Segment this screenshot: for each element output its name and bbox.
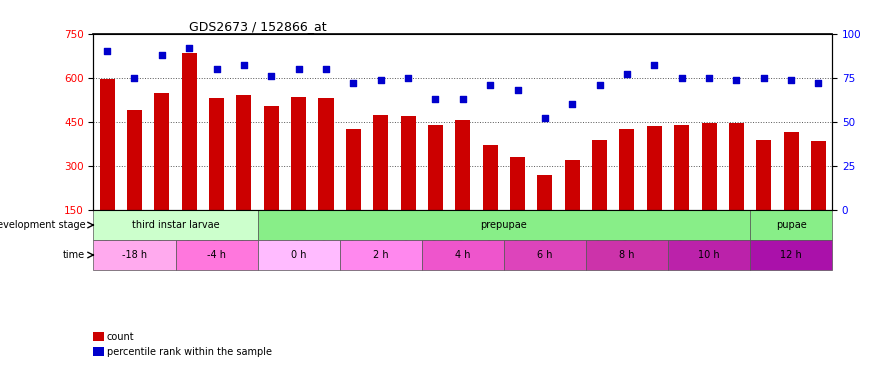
Bar — [619, 129, 635, 210]
Bar — [291, 97, 306, 210]
Bar — [668, 240, 750, 270]
Point — [538, 116, 552, 122]
Text: percentile rank within the sample: percentile rank within the sample — [107, 347, 271, 357]
Point — [401, 75, 416, 81]
Text: 0 h: 0 h — [291, 250, 306, 260]
Bar — [510, 157, 525, 210]
Bar — [674, 125, 689, 210]
Point — [155, 52, 169, 58]
Bar — [456, 120, 470, 210]
Point — [182, 45, 197, 51]
Point — [374, 76, 388, 82]
Point — [647, 63, 661, 69]
Bar — [175, 240, 257, 270]
Bar — [750, 240, 832, 270]
Point — [702, 75, 716, 81]
Point — [510, 87, 524, 93]
Point — [428, 96, 442, 102]
Point — [483, 82, 498, 88]
Bar — [504, 240, 586, 270]
Point — [319, 66, 333, 72]
Bar — [154, 93, 169, 210]
Bar — [100, 79, 115, 210]
Point — [619, 71, 634, 77]
Text: -4 h: -4 h — [207, 250, 226, 260]
Point — [346, 80, 360, 86]
Text: GDS2673 / 152866_at: GDS2673 / 152866_at — [190, 20, 328, 33]
Bar — [340, 240, 422, 270]
Bar — [647, 126, 662, 210]
Text: prepupae: prepupae — [481, 220, 527, 230]
Point — [756, 75, 771, 81]
Point — [565, 101, 579, 107]
Point — [729, 76, 743, 82]
Bar — [428, 125, 443, 210]
Text: 12 h: 12 h — [781, 250, 802, 260]
Point — [784, 76, 798, 82]
Bar — [565, 160, 579, 210]
Text: 6 h: 6 h — [538, 250, 553, 260]
Bar — [182, 53, 197, 210]
Bar — [209, 98, 224, 210]
Bar — [346, 129, 360, 210]
Point — [209, 66, 223, 72]
Point — [292, 66, 306, 72]
Point — [593, 82, 607, 88]
Bar — [729, 123, 744, 210]
Bar — [592, 140, 607, 210]
Bar — [482, 146, 498, 210]
Text: -18 h: -18 h — [122, 250, 147, 260]
Bar — [422, 240, 504, 270]
Bar — [538, 175, 553, 210]
Point — [127, 75, 142, 81]
Bar — [263, 106, 279, 210]
Text: time: time — [63, 250, 85, 260]
Bar — [93, 210, 257, 240]
Bar — [237, 96, 252, 210]
Bar — [750, 210, 832, 240]
Bar — [319, 98, 334, 210]
Bar — [257, 210, 750, 240]
Bar — [701, 123, 716, 210]
Bar — [586, 240, 668, 270]
Text: count: count — [107, 332, 134, 342]
Point — [100, 48, 114, 54]
Point — [812, 80, 826, 86]
Bar — [400, 116, 416, 210]
Text: pupae: pupae — [776, 220, 806, 230]
Bar — [93, 240, 175, 270]
Text: third instar larvae: third instar larvae — [132, 220, 219, 230]
Text: 2 h: 2 h — [373, 250, 389, 260]
Bar — [756, 140, 772, 210]
Text: 4 h: 4 h — [455, 250, 471, 260]
Bar — [783, 132, 798, 210]
Text: development stage: development stage — [0, 220, 85, 230]
Bar — [127, 110, 142, 210]
Bar — [373, 114, 388, 210]
Point — [264, 73, 279, 79]
Point — [456, 96, 470, 102]
Bar — [257, 240, 340, 270]
Point — [675, 75, 689, 81]
Text: 8 h: 8 h — [619, 250, 635, 260]
Text: 10 h: 10 h — [699, 250, 720, 260]
Point — [237, 63, 251, 69]
Bar — [811, 141, 826, 210]
